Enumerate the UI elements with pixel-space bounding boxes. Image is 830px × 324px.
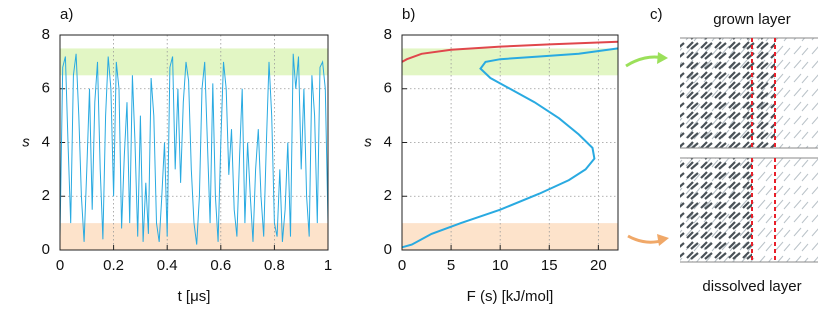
y-tick-label: 6 [384, 80, 392, 97]
x-tick-label: 0.2 [103, 257, 124, 274]
panel-c: c) grown layer dissolved layer [625, 6, 818, 295]
y-tick-label: 4 [384, 133, 392, 150]
y-tick-label: 0 [42, 241, 50, 258]
layer-markers [751, 38, 776, 262]
y-axis-label: s [364, 133, 372, 150]
snapshot [680, 158, 752, 262]
snapshot [680, 38, 775, 148]
caption: dissolved layer [702, 278, 801, 295]
x-tick-label: 0.4 [157, 257, 178, 274]
x-tick-label: 20 [590, 257, 607, 274]
band [60, 223, 328, 250]
x-tick-label: 0 [398, 257, 406, 274]
panel-label: b) [402, 6, 415, 23]
y-tick-label: 2 [384, 187, 392, 204]
arrow-head [657, 52, 668, 64]
x-tick-label: 10 [492, 257, 509, 274]
x-tick-label: 5 [447, 257, 455, 274]
panel-label: a) [60, 6, 73, 23]
panel-label: c) [650, 6, 663, 23]
band [402, 223, 618, 250]
y-tick-label: 2 [42, 187, 50, 204]
series-line [59, 53, 329, 245]
y-tick-label: 4 [42, 133, 50, 150]
y-axis-label: s [22, 133, 30, 150]
x-tick-label: 1 [324, 257, 332, 274]
x-axis-label: F (s) [kJ/mol] [467, 288, 554, 305]
x-axis-label: t [μs] [178, 288, 211, 305]
x-tick-label: 15 [541, 257, 558, 274]
series-line [401, 40, 619, 63]
caption: grown layer [713, 11, 791, 28]
series-line [401, 47, 619, 249]
y-tick-label: 8 [42, 26, 50, 43]
arrow-head [657, 234, 669, 246]
x-tick-label: 0.8 [264, 257, 285, 274]
x-tick-label: 0.6 [210, 257, 231, 274]
plot-frame [59, 34, 329, 251]
x-tick-label: 0 [56, 257, 64, 274]
y-tick-label: 0 [384, 241, 392, 258]
y-tick-label: 8 [384, 26, 392, 43]
y-tick-label: 6 [42, 80, 50, 97]
band [60, 48, 328, 76]
plot-frame [401, 34, 619, 251]
